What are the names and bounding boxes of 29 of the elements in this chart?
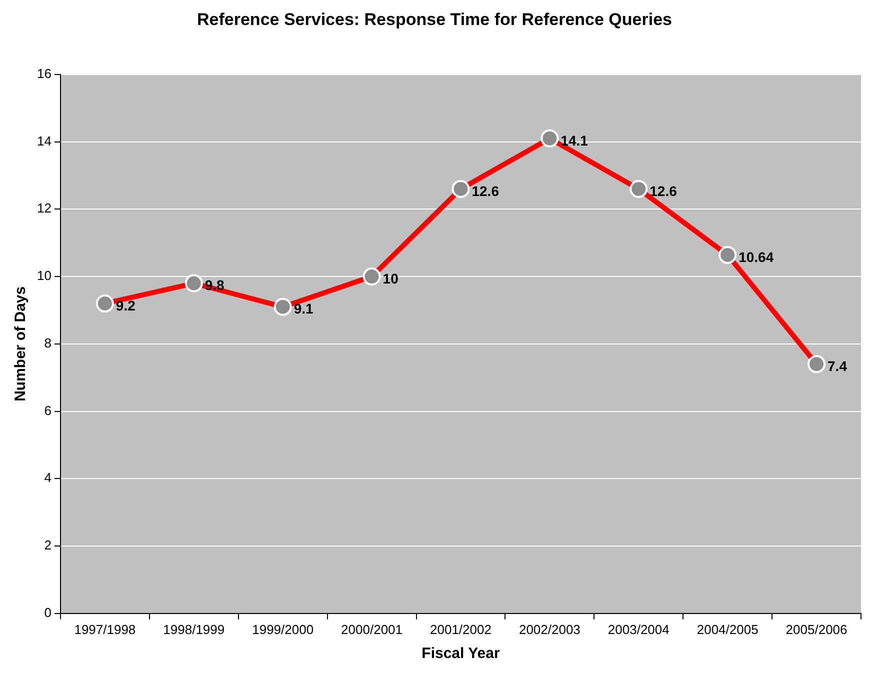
x-tick-label: 2001/2002 <box>430 622 492 637</box>
data-label: 14.1 <box>560 132 588 148</box>
data-label: 10.64 <box>738 248 774 265</box>
y-axis-title: Number of Days <box>12 286 30 402</box>
data-label: 12.6 <box>472 182 500 199</box>
data-label: 9.2 <box>116 297 136 314</box>
chart-title: Reference Services: Response Time for Reference Queries <box>197 10 672 29</box>
x-tick-label: 1998/1999 <box>163 622 225 637</box>
x-tick-label: 2000/2001 <box>341 622 403 637</box>
x-tick-label: 1997/1998 <box>74 622 136 637</box>
y-tick-label: 10 <box>36 268 52 284</box>
y-tick-label: 0 <box>44 604 52 620</box>
x-tick-label: 2005/2006 <box>786 622 848 637</box>
x-tick-label: 2002/2003 <box>518 622 580 637</box>
data-label: 7.4 <box>828 358 848 374</box>
x-tick-label: 1999/2000 <box>252 622 314 637</box>
y-tick-label: 16 <box>36 66 52 81</box>
y-tick-label: 12 <box>36 200 52 216</box>
y-tick-label: 14 <box>36 133 52 148</box>
x-axis-title: Fiscal Year <box>422 645 500 662</box>
y-tick-label: 4 <box>44 470 52 486</box>
data-label: 10 <box>382 270 399 286</box>
x-tick-label: 2004/2005 <box>696 622 758 637</box>
y-tick-label: 6 <box>44 402 52 418</box>
y-tick-label: 2 <box>44 538 52 553</box>
data-label: 12.6 <box>650 182 678 199</box>
y-tick-label: 8 <box>44 335 52 350</box>
data-label: 9.1 <box>294 300 314 317</box>
x-tick-label: 2003/2004 <box>608 622 670 637</box>
